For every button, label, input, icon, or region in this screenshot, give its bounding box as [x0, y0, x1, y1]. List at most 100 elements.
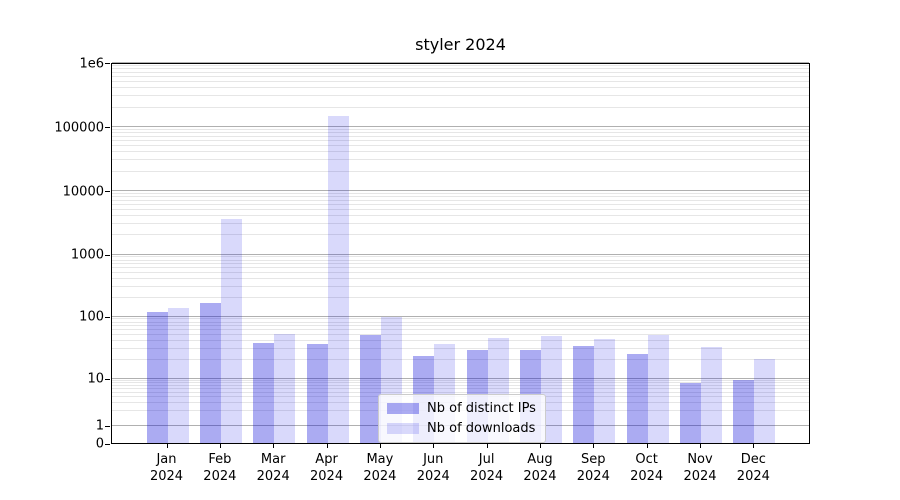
y-tick-label: 10000	[62, 184, 104, 199]
x-tick-year: 2024	[470, 468, 504, 484]
minor-gridline	[112, 278, 809, 280]
x-tick-year: 2024	[310, 468, 344, 484]
minor-gridline	[112, 263, 809, 265]
x-tick-label: Jul 2024	[457, 452, 517, 486]
y-tick-mark	[105, 127, 110, 128]
x-tick-mark	[433, 444, 435, 448]
minor-gridline	[112, 128, 809, 130]
x-tick-label: Jan 2024	[137, 452, 197, 486]
bar-distinct-ips	[199, 303, 221, 443]
x-tick-year: 2024	[630, 468, 664, 484]
minor-gridline	[112, 256, 809, 258]
major-gridline	[112, 253, 809, 255]
x-tick-year: 2024	[149, 468, 184, 484]
legend-item: Nb of downloads	[387, 421, 537, 436]
x-tick-year: 2024	[256, 468, 290, 484]
bar-downloads	[754, 359, 776, 443]
minor-gridline	[112, 64, 809, 66]
x-tick-label: Jun 2024	[403, 452, 463, 486]
x-tick-mark	[593, 444, 595, 448]
bar-distinct-ips	[573, 345, 595, 443]
x-tick-label: May 2024	[350, 452, 410, 486]
minor-gridline	[112, 81, 809, 83]
x-tick-label: Mar 2024	[243, 452, 303, 486]
y-tick-label: 1000	[70, 247, 104, 263]
major-gridline	[112, 315, 809, 317]
minor-gridline	[112, 215, 809, 217]
major-gridline	[112, 62, 809, 63]
minor-gridline	[112, 140, 809, 142]
bar-downloads	[701, 346, 722, 443]
bar-downloads	[274, 333, 296, 443]
minor-gridline	[112, 159, 809, 161]
minor-gridline	[112, 209, 809, 211]
minor-gridline	[112, 272, 809, 274]
minor-gridline	[112, 76, 809, 78]
x-tick-mark	[379, 444, 381, 448]
legend-label: Nb of distinct IPs	[427, 401, 536, 416]
minor-gridline	[112, 318, 809, 320]
plot-area: Nb of distinct IPs Nb of downloads	[111, 62, 810, 444]
x-tick-year: 2024	[416, 468, 450, 484]
x-tick-mark	[700, 444, 701, 448]
minor-gridline	[112, 334, 809, 336]
y-tick-label: 100	[79, 309, 104, 325]
x-tick-year: 2024	[363, 468, 397, 484]
minor-gridline	[112, 106, 809, 108]
x-tick-year: 2024	[203, 468, 237, 484]
x-tick-year: 2024	[576, 468, 610, 484]
minor-gridline	[112, 296, 809, 298]
bar-downloads	[327, 116, 349, 443]
x-tick-label: Aug 2024	[510, 452, 570, 486]
x-tick-year: 2024	[736, 468, 770, 484]
y-tick-label: 10	[87, 371, 104, 387]
major-gridline	[112, 377, 809, 379]
y-tick-mark	[105, 425, 110, 427]
minor-gridline	[112, 87, 809, 89]
x-tick-mark	[326, 444, 328, 448]
y-tick-mark	[105, 316, 110, 318]
x-tick-mark	[486, 444, 488, 448]
minor-gridline	[112, 387, 809, 389]
x-tick-label: Oct 2024	[617, 452, 677, 486]
minor-gridline	[112, 325, 809, 327]
minor-gridline	[112, 196, 809, 198]
x-tick-label: Nov 2024	[670, 452, 730, 486]
x-tick-mark	[219, 444, 221, 448]
y-tick-label: 1	[95, 418, 104, 434]
legend: Nb of distinct IPs Nb of downloads	[378, 394, 546, 443]
minor-gridline	[112, 340, 809, 342]
minor-gridline	[112, 135, 809, 137]
x-tick-label: Dec 2024	[723, 452, 783, 486]
y-tick-label: 1e6	[79, 56, 104, 71]
y-tick-mark	[105, 254, 110, 256]
x-tick-year: 2024	[523, 468, 557, 484]
minor-gridline	[112, 170, 809, 172]
y-tick-mark	[105, 63, 110, 64]
minor-gridline	[112, 95, 809, 97]
y-tick-label: 100000	[54, 120, 104, 135]
x-tick-mark	[166, 444, 168, 448]
minor-gridline	[112, 384, 809, 386]
bar-downloads	[220, 219, 242, 443]
minor-gridline	[112, 145, 809, 147]
bar-distinct-ips	[359, 335, 381, 443]
x-tick-mark	[753, 444, 755, 448]
major-gridline	[112, 190, 809, 191]
legend-swatch	[387, 423, 419, 434]
legend-swatch	[387, 403, 419, 414]
minor-gridline	[112, 358, 809, 360]
minor-gridline	[112, 192, 809, 194]
minor-gridline	[112, 204, 809, 206]
bar-downloads	[594, 339, 616, 443]
chart-title: styler 2024	[415, 35, 506, 54]
minor-gridline	[112, 68, 809, 70]
minor-gridline	[112, 151, 809, 153]
minor-gridline	[112, 329, 809, 331]
bar-distinct-ips	[680, 382, 701, 443]
minor-gridline	[112, 223, 809, 225]
bar-distinct-ips	[306, 343, 328, 443]
bar-downloads	[647, 334, 669, 443]
x-tick-mark	[646, 444, 648, 448]
